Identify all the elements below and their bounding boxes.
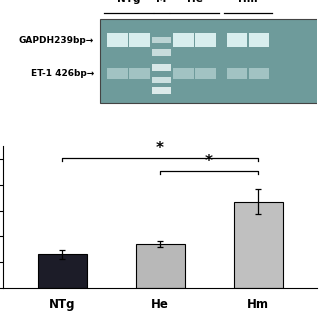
Bar	[152, 87, 171, 94]
Text: He: He	[187, 0, 203, 4]
Text: M: M	[156, 0, 167, 4]
Bar	[129, 33, 150, 47]
Bar	[152, 64, 171, 71]
Text: *: *	[156, 141, 164, 156]
Bar	[108, 33, 128, 47]
Bar	[173, 33, 194, 47]
Bar	[129, 68, 150, 79]
Bar	[152, 77, 171, 83]
Bar	[227, 68, 247, 79]
Text: NTg: NTg	[117, 0, 140, 4]
Bar	[249, 33, 269, 47]
Text: Hm: Hm	[238, 0, 258, 4]
Bar	[37, 254, 86, 288]
Bar	[152, 50, 171, 56]
Bar	[135, 244, 185, 288]
Bar	[100, 19, 320, 103]
Text: GAPDH239bp→: GAPDH239bp→	[19, 36, 94, 44]
Bar	[173, 68, 194, 79]
Bar	[195, 68, 216, 79]
Bar	[152, 36, 171, 44]
Bar	[195, 33, 216, 47]
Text: *: *	[205, 154, 213, 169]
Text: ET-1 426bp→: ET-1 426bp→	[31, 69, 94, 78]
Bar	[227, 33, 247, 47]
Bar	[234, 202, 283, 288]
Bar	[249, 68, 269, 79]
Bar	[108, 68, 128, 79]
